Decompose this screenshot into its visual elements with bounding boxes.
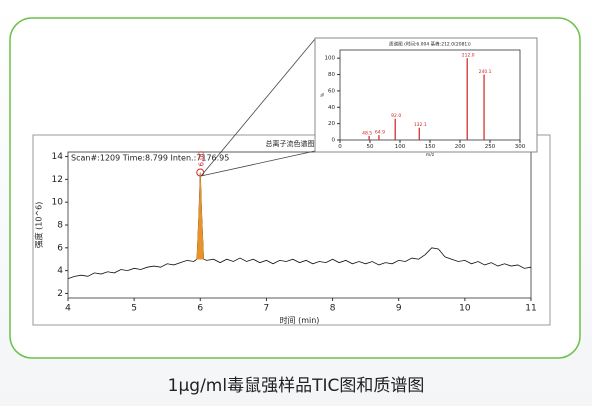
y-tick-label: 40 xyxy=(328,105,335,111)
y-axis-title: 强度 (10^6) xyxy=(34,202,44,249)
x-tick-label: 10 xyxy=(459,304,471,314)
peak-label: 240.1 xyxy=(479,69,492,75)
peak-label: 48.5 xyxy=(362,130,372,136)
x-tick-label: 100 xyxy=(395,144,406,150)
x-tick-label: 0 xyxy=(338,144,342,150)
peak-label: 132.1 xyxy=(414,122,427,128)
ms-panel xyxy=(314,37,538,153)
peak-label: 64.9 xyxy=(375,130,385,136)
y-tick-label: 8 xyxy=(57,221,63,231)
x-tick-label: 9 xyxy=(396,304,402,314)
x-axis-title: m/z xyxy=(426,152,435,158)
x-tick-label: 5 xyxy=(131,304,137,314)
y-tick-label: 20 xyxy=(328,121,335,127)
y-axis-title: % xyxy=(320,92,326,97)
tic-panel xyxy=(32,134,551,326)
peak-label: 212.0 xyxy=(462,53,475,59)
zoom-line xyxy=(200,150,316,177)
x-axis-title: 时间 (min) xyxy=(280,315,320,325)
x-tick-label: 4 xyxy=(65,304,71,314)
x-tick-label: 200 xyxy=(455,144,466,150)
ms-chart: 0 50 100 150 200 250 300 0 20 40 60 80 100 m/z% 质谱图 (时… xyxy=(320,41,526,159)
y-tick-label: 6 xyxy=(57,243,63,253)
y-tick-label: 10 xyxy=(52,198,64,208)
peak-label: 92.0 xyxy=(391,113,401,119)
y-tick-label: 2 xyxy=(57,289,63,299)
y-tick-label: 80 xyxy=(328,72,335,78)
chart-title: 质谱图 (时间:6.004 基峰:212.0(2081)) xyxy=(389,41,471,48)
x-tick-label: 7 xyxy=(264,304,270,314)
x-tick-label: 50 xyxy=(367,144,374,150)
x-tick-label: 11 xyxy=(525,304,536,314)
y-tick-label: 14 xyxy=(52,152,64,162)
peak-area xyxy=(196,172,204,260)
x-tick-label: 150 xyxy=(425,144,436,150)
annotation: Scan#:1209 Time:8.799 Inten.:7176.95 xyxy=(71,154,229,163)
x-tick-label: 300 xyxy=(515,144,526,150)
chart-title: 总离子流色谱图 xyxy=(266,139,315,148)
y-tick-label: 0 xyxy=(332,138,336,144)
x-tick-label: 6 xyxy=(197,304,203,314)
peak-label: 6.00 xyxy=(197,151,205,167)
tic-line xyxy=(67,172,532,279)
y-tick-label: 100 xyxy=(325,56,336,62)
y-tick-label: 12 xyxy=(52,175,63,185)
caption: 1μg/ml毒鼠强样品TIC图和质谱图 xyxy=(168,376,425,396)
y-tick-label: 60 xyxy=(328,88,335,94)
y-tick-label: 4 xyxy=(57,266,63,276)
x-tick-label: 250 xyxy=(485,144,496,150)
x-tick-label: 8 xyxy=(330,304,336,314)
zoom-line xyxy=(200,38,316,177)
